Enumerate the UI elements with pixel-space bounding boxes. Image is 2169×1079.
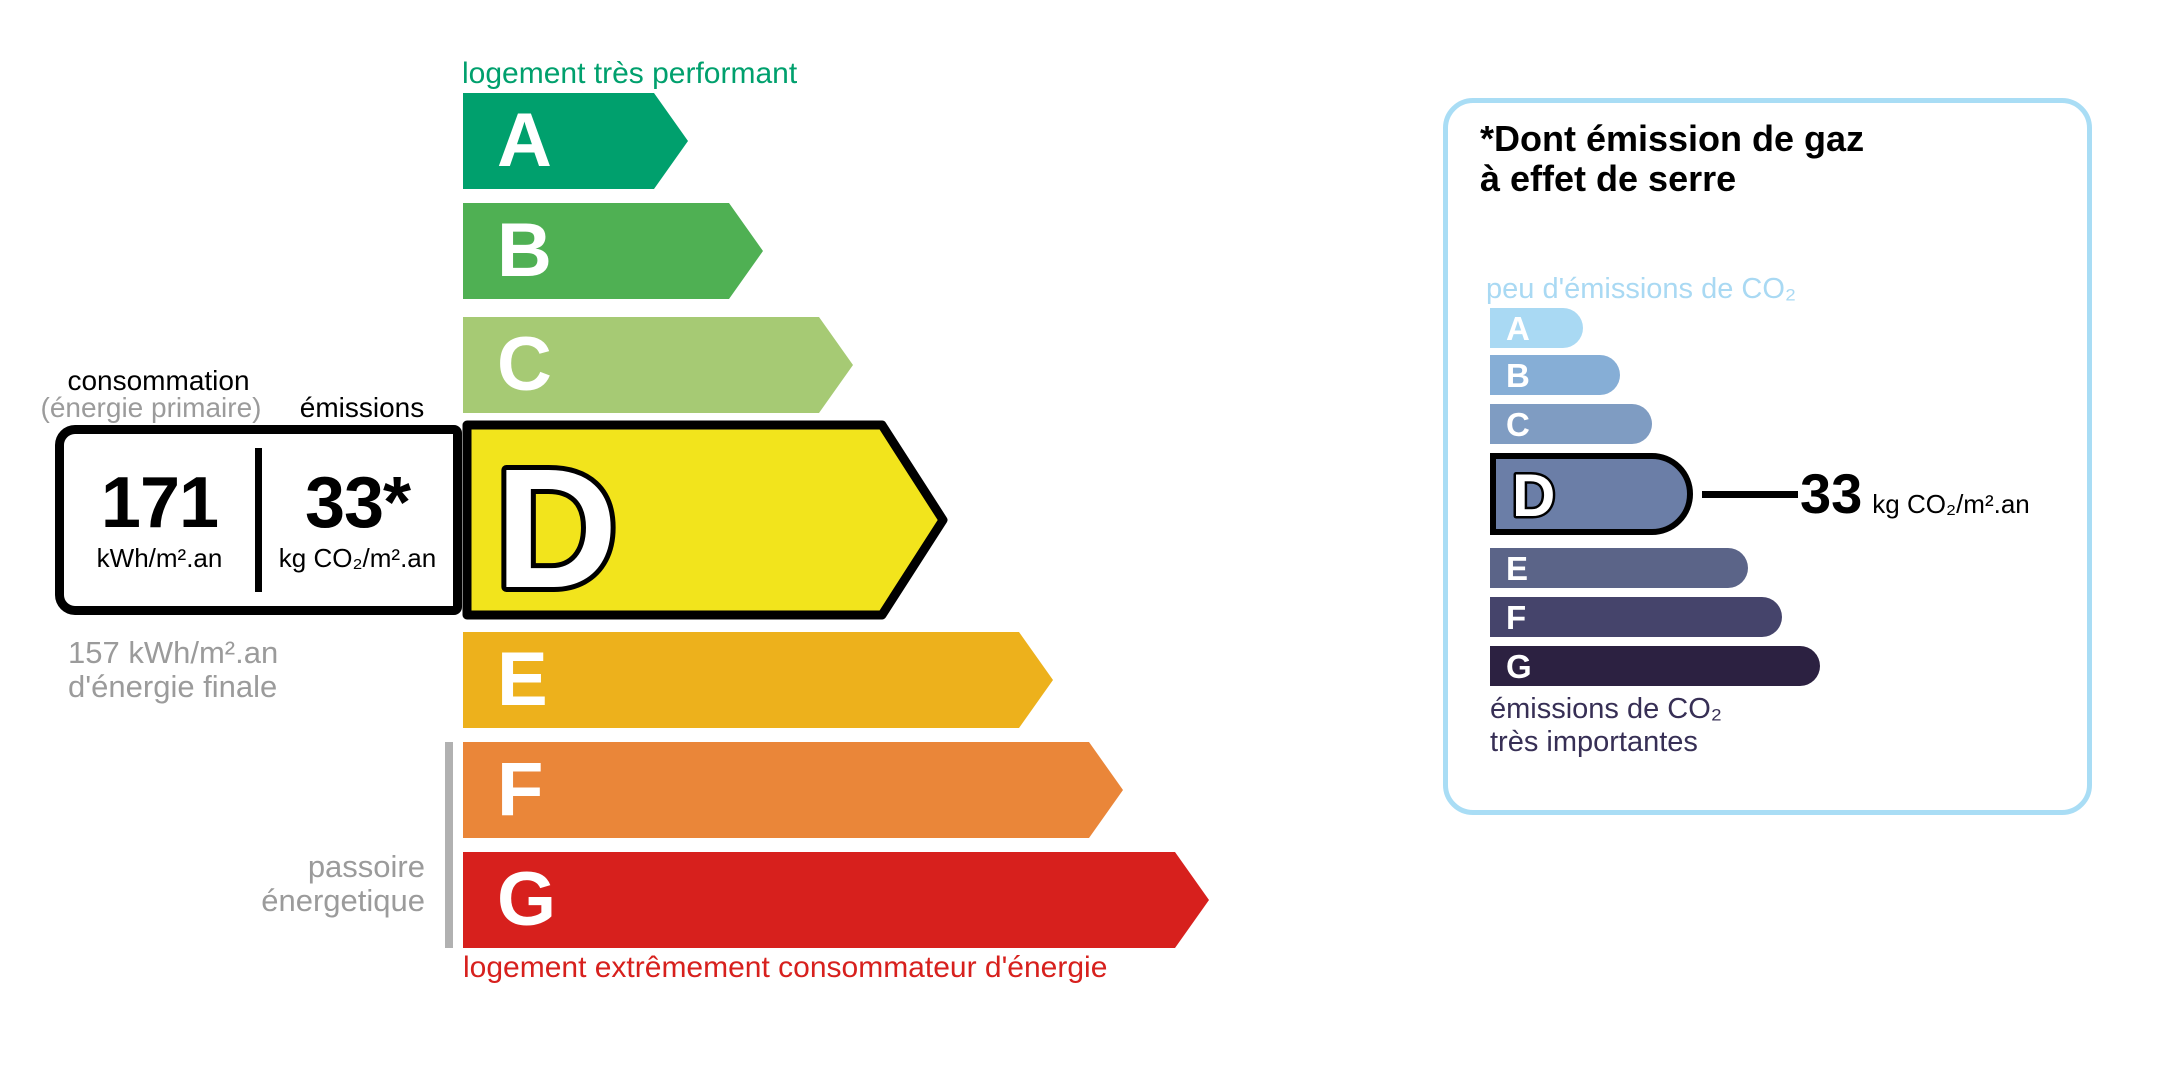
final-energy-line2: d'énergie finale	[68, 669, 278, 704]
energy-bottom-label: logement extrêmement consommateur d'éner…	[463, 951, 1108, 984]
ges-annotation: 33 kg CO₂/m².an	[1800, 466, 2030, 522]
primary-energy-cell: 171 kWh/m².an	[64, 434, 255, 606]
emissions-label: émissions	[299, 392, 425, 423]
ges-title-line1: *Dont émission de gaz	[1480, 118, 1865, 159]
primary-energy-unit: kWh/m².an	[96, 542, 223, 573]
ges-bottom-label: émissions de CO₂ très importantes	[1490, 693, 1722, 759]
emission-cell: 33* kg CO₂/m².an	[262, 434, 453, 606]
ges-bottom-line2: très importantes	[1490, 726, 1698, 758]
ges-bar-d-current: D	[1490, 453, 1693, 535]
ges-bar-letter-d: D	[1510, 460, 1558, 532]
ges-bar-b: B	[1490, 355, 1620, 395]
emission-unit: kg CO₂/m².an	[278, 542, 437, 573]
final-energy-line1: 157 kWh/m².an	[68, 635, 279, 670]
energy-bar-letter-b: B	[497, 208, 552, 293]
energy-bar-letter-e: E	[497, 637, 548, 722]
consumption-sub-label: (énergie primaire)	[40, 392, 262, 423]
ges-annotation-unit: kg CO₂/m².an	[1872, 489, 2030, 519]
energy-bar-g: G	[463, 852, 1209, 948]
ges-annotation-line	[1702, 491, 1798, 498]
energy-bar-f: F	[463, 742, 1123, 838]
ges-panel: *Dont émission de gaz à effet de serre p…	[1443, 98, 2092, 815]
energy-bar-letter-g: G	[497, 857, 557, 942]
primary-energy-value: 171	[100, 462, 219, 543]
ges-annotation-value: 33	[1800, 462, 1863, 525]
ges-bar-c: C	[1490, 404, 1652, 444]
energy-bar-e: E	[463, 632, 1053, 728]
final-energy-label: 157 kWh/m².an d'énergie finale	[68, 636, 278, 704]
ges-bar-a: A	[1490, 308, 1583, 348]
energy-bar-shape-d	[462, 420, 948, 620]
sieve-line1: passoire	[307, 849, 425, 884]
energy-bar-c: C	[463, 317, 853, 413]
ges-bar-e: E	[1490, 548, 1748, 588]
ges-title: *Dont émission de gaz à effet de serre	[1480, 119, 1864, 199]
consumption-label: consommation	[67, 365, 250, 396]
energy-top-label: logement très performant	[462, 57, 798, 90]
energy-bar-a: A	[463, 93, 688, 189]
energy-bar-b: B	[463, 203, 763, 299]
energy-bar-d-current: D	[462, 420, 948, 629]
sieve-bracket-line	[445, 742, 453, 948]
ges-bar-letter-b: B	[1506, 356, 1530, 394]
value-box: 171 kWh/m².an 33* kg CO₂/m².an	[55, 425, 462, 615]
emission-value: 33*	[304, 462, 411, 543]
energy-bar-letter-d: D	[495, 434, 618, 624]
ges-bar-letter-f: F	[1506, 598, 1527, 636]
svg-text:D: D	[1512, 462, 1555, 529]
ges-title-line2: à effet de serre	[1480, 158, 1737, 199]
ges-bottom-line1: émissions de CO₂	[1490, 693, 1723, 725]
energy-sieve-label: passoire énergetique	[175, 850, 425, 918]
energy-bar-letter-f: F	[497, 747, 544, 832]
ges-bar-letter-c: C	[1506, 405, 1530, 443]
energy-bar-letter-c: C	[497, 322, 552, 407]
energy-bar-letter-a: A	[497, 98, 552, 183]
ges-bar-letter-e: E	[1506, 549, 1529, 587]
ges-bar-letter-a: A	[1506, 309, 1530, 347]
ges-bar-f: F	[1490, 597, 1782, 637]
sieve-line2: énergetique	[261, 883, 425, 918]
ges-bar-letter-g: G	[1506, 647, 1532, 685]
ges-top-label: peu d'émissions de CO₂	[1486, 273, 1797, 305]
value-box-divider	[255, 448, 262, 592]
ges-bar-g: G	[1490, 646, 1820, 686]
